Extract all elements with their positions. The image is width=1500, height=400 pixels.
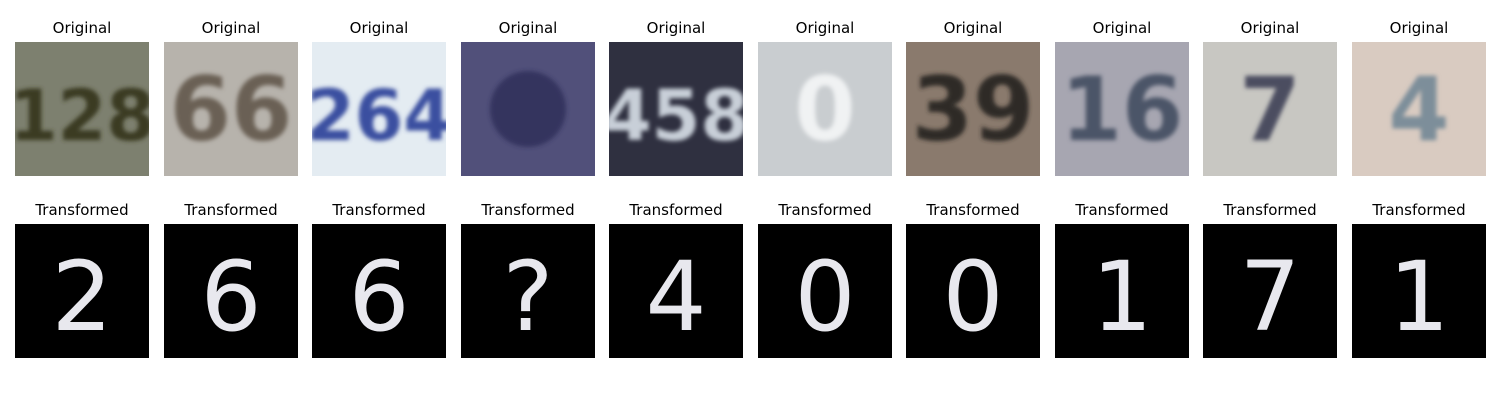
svg-text:264: 264: [312, 75, 446, 157]
original-title: Original: [1240, 19, 1300, 37]
transformed-image: 0: [758, 224, 892, 358]
original-title: Original: [349, 19, 409, 37]
original-image: 7: [1203, 42, 1337, 176]
original-title: Original: [52, 19, 112, 37]
original-image: 39: [906, 42, 1040, 176]
transformed-title: Transformed: [332, 201, 426, 219]
svg-text:39: 39: [912, 58, 1034, 161]
transformed-title: Transformed: [35, 201, 129, 219]
svg-text:6: 6: [200, 241, 261, 353]
svg-text:7: 7: [1239, 58, 1300, 161]
transformed-title: Transformed: [1223, 201, 1317, 219]
transformed-image: 1: [1055, 224, 1189, 358]
svg-text:16: 16: [1061, 58, 1183, 161]
original-image: 458: [609, 42, 743, 176]
transformed-title: Transformed: [778, 201, 872, 219]
original-title: Original: [1092, 19, 1152, 37]
transformed-image: 6: [164, 224, 298, 358]
transformed-title: Transformed: [184, 201, 278, 219]
transformed-title: Transformed: [629, 201, 723, 219]
svg-text:0: 0: [794, 58, 855, 161]
original-image: 128: [15, 42, 149, 176]
original-title: Original: [498, 19, 558, 37]
original-image: 264: [312, 42, 446, 176]
transformed-image: 2: [15, 224, 149, 358]
svg-text:0: 0: [942, 241, 1003, 353]
original-image: 4: [1352, 42, 1486, 176]
svg-text:7: 7: [1239, 241, 1300, 353]
svg-text:?: ?: [503, 241, 554, 353]
original-title: Original: [795, 19, 855, 37]
svg-text:0: 0: [794, 241, 855, 353]
original-image: 16: [1055, 42, 1189, 176]
transformed-image: 4: [609, 224, 743, 358]
transformed-title: Transformed: [481, 201, 575, 219]
svg-text:1: 1: [1091, 241, 1152, 353]
svg-text:4: 4: [1388, 58, 1449, 161]
original-title: Original: [943, 19, 1003, 37]
svg-text:6: 6: [348, 241, 409, 353]
transformed-image: 0: [906, 224, 1040, 358]
transformed-image: 6: [312, 224, 446, 358]
transformed-image: ?: [461, 224, 595, 358]
original-title: Original: [1389, 19, 1449, 37]
transformed-title: Transformed: [1075, 201, 1169, 219]
transformed-title: Transformed: [1372, 201, 1466, 219]
svg-text:66: 66: [170, 58, 292, 161]
svg-text:2: 2: [51, 241, 112, 353]
svg-text:128: 128: [15, 75, 149, 157]
original-image: 0: [758, 42, 892, 176]
original-image: 66: [164, 42, 298, 176]
transformed-image: 7: [1203, 224, 1337, 358]
original-title: Original: [646, 19, 706, 37]
transformed-title: Transformed: [926, 201, 1020, 219]
transformed-image: 1: [1352, 224, 1486, 358]
original-image: [461, 42, 595, 176]
svg-text:458: 458: [609, 75, 743, 157]
svg-text:4: 4: [645, 241, 706, 353]
original-title: Original: [201, 19, 261, 37]
svg-text:1: 1: [1388, 241, 1449, 353]
